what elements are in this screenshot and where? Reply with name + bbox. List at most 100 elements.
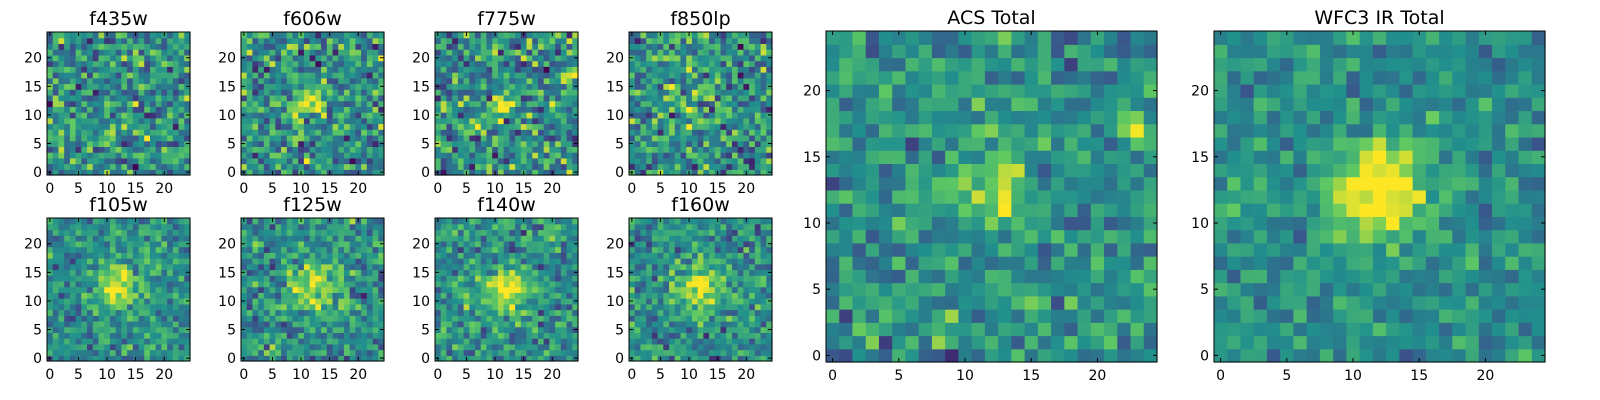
heatmap-cell (167, 66, 174, 73)
heatmap-cell (263, 309, 271, 316)
heatmap-cell (532, 66, 539, 73)
heatmap-cell (497, 129, 505, 136)
heatmap-cell (303, 94, 311, 102)
heatmap-cell (749, 140, 756, 147)
heatmap-cell (321, 349, 328, 356)
heatmap-cell (332, 303, 339, 311)
heatmap-cell (87, 32, 94, 39)
heatmap-cell (452, 163, 459, 170)
heatmap-cell (184, 77, 191, 85)
heatmap-cell (520, 163, 528, 170)
heatmap-cell (115, 269, 122, 276)
heatmap-cell (646, 355, 653, 362)
heatmap-cell (281, 343, 288, 351)
heatmap-cell (355, 292, 362, 299)
heatmap-cell (87, 152, 94, 159)
heatmap-cell (446, 275, 453, 282)
heatmap-cell (252, 140, 259, 147)
heatmap-cell (184, 309, 191, 316)
heatmap-cell (520, 223, 528, 231)
heatmap-cell (532, 163, 539, 170)
heatmap-cell (309, 303, 316, 311)
heatmap-cell (674, 32, 682, 39)
heatmap-cell (549, 246, 556, 253)
heatmap-cell (457, 112, 465, 119)
heatmap-cell (275, 157, 282, 165)
heatmap-cell (446, 163, 453, 170)
heatmap-cell (378, 280, 385, 288)
heatmap-cell (572, 60, 579, 67)
heatmap-cell (674, 169, 682, 176)
heatmap-cell (697, 269, 704, 276)
heatmap-cell (298, 223, 305, 231)
heatmap-cell (657, 269, 664, 276)
heatmap-cell (737, 349, 744, 356)
heatmap-cell (161, 320, 168, 328)
heatmap-cell (121, 303, 128, 311)
heatmap-cell (258, 223, 265, 231)
heatmap-cell (372, 123, 379, 130)
heatmap-cell (509, 106, 516, 113)
heatmap-cell (64, 298, 71, 305)
heatmap-cell (503, 77, 510, 85)
heatmap-cell (132, 292, 140, 299)
heatmap-cell (52, 258, 60, 265)
heatmap-cell (503, 286, 510, 293)
heatmap-cell (543, 338, 550, 345)
heatmap-cell (115, 117, 122, 125)
heatmap-cell (754, 303, 762, 311)
heatmap-cell (566, 83, 573, 90)
heatmap-cell (275, 246, 282, 253)
heatmap-cell (572, 303, 579, 311)
heatmap-cell (366, 66, 374, 73)
heatmap-cell (754, 355, 762, 362)
heatmap-cell (241, 229, 248, 236)
heatmap-cell (657, 83, 664, 90)
heatmap-cell (104, 332, 111, 339)
heatmap-cell (315, 235, 322, 242)
heatmap-cell (149, 163, 157, 170)
heatmap-cell (486, 32, 493, 39)
heatmap-cell (275, 140, 282, 147)
heatmap-cell (754, 309, 762, 316)
heatmap-cell (281, 298, 288, 305)
heatmap-cell (104, 349, 111, 356)
heatmap-cell (463, 89, 470, 96)
heatmap-cell (355, 106, 362, 113)
heatmap-cell (52, 134, 60, 142)
heatmap-cell (760, 123, 767, 130)
heatmap-cell (144, 66, 151, 73)
heatmap-cell (286, 292, 294, 299)
heatmap-cell (246, 134, 254, 142)
heatmap-cell (81, 146, 88, 153)
heatmap-cell (292, 263, 299, 271)
heatmap-cell (651, 338, 659, 345)
heatmap-cell (321, 280, 328, 288)
heatmap-cell (480, 349, 488, 356)
heatmap-cell (64, 163, 71, 170)
heatmap-cell (537, 129, 545, 136)
heatmap-cell (52, 163, 60, 170)
heatmap-cell (349, 94, 356, 102)
heatmap-cell (275, 332, 282, 339)
heatmap-cell (492, 252, 499, 259)
y-tick-label: 20 (412, 237, 430, 253)
heatmap-cell (258, 43, 265, 50)
heatmap-cell (178, 129, 185, 136)
heatmap-cell (281, 280, 288, 288)
heatmap-cell (98, 349, 105, 356)
heatmap-cell (321, 83, 328, 90)
heatmap-cell (372, 140, 379, 147)
heatmap-cell (372, 332, 379, 339)
heatmap-cell (629, 89, 636, 96)
heatmap-cell (149, 123, 157, 130)
heatmap-cell (69, 235, 77, 242)
heatmap-cell (537, 83, 545, 90)
heatmap-cell (303, 140, 311, 147)
heatmap-cell (332, 240, 339, 248)
heatmap-cell (355, 157, 362, 165)
heatmap-cell (246, 338, 254, 345)
heatmap-cell (515, 326, 522, 333)
heatmap-cell (81, 223, 88, 231)
